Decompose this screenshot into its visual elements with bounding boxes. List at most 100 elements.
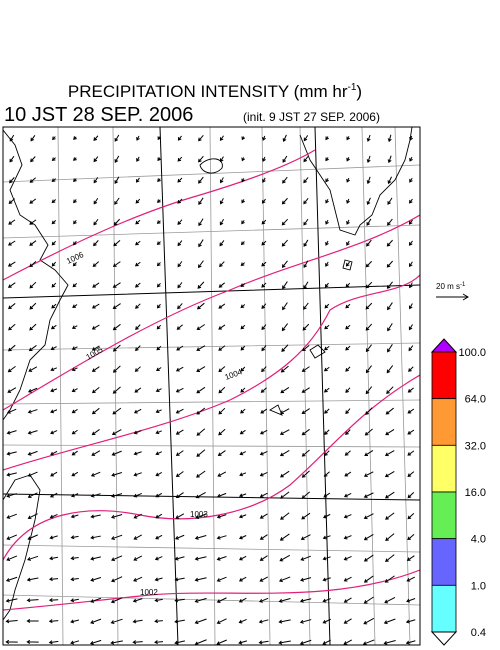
wind-arrow [156,303,161,309]
wind-arrow [9,134,15,142]
wind-arrow [299,639,312,645]
wind-arrow [302,323,310,331]
wind-arrow [219,177,224,184]
wind-arrow [177,219,183,225]
wind-arrow [387,218,393,226]
wind-arrow [240,345,246,351]
wind-arrow [51,261,57,267]
wind-arrow [157,136,162,141]
wind-arrow [363,554,374,562]
wind-arrow [48,640,59,645]
wind-arrow [261,366,267,373]
wind-arrow [407,450,415,456]
wind-arrow [73,157,77,161]
wind-arrow [405,619,416,624]
wind-arrow [8,198,16,205]
wind-arrow [71,471,79,477]
wind-arrow [134,282,141,288]
wind-arrow [27,555,39,561]
wind-arrow [135,303,141,309]
wind-arrow [407,429,415,435]
wind-arrow [113,240,121,247]
wind-arrow [26,577,39,582]
wind-arrow [49,535,58,540]
wind-arrow [91,366,100,372]
wind-arrow [345,282,351,288]
wind-arrow [135,198,141,204]
grid [3,127,420,645]
wind-arrow [133,534,142,540]
map: 1006 1005 1004 1003 1002 [2,126,421,646]
wind-arrow [407,387,414,393]
wind-arrow [325,198,329,204]
wind-arrow [196,324,205,331]
wind-arrow [92,261,100,267]
wind-arrow [408,345,414,352]
wind-arrow [324,429,330,435]
wind-arrow [90,556,101,561]
wind-arrow [91,303,100,309]
wind-arrow [240,387,246,393]
wind-arrow [408,366,414,372]
wind-arrow [135,345,141,352]
wind-arrow [90,493,101,498]
wind-arrow [133,493,142,498]
wind-arrow [175,471,184,478]
wind-arrow [323,366,330,372]
wind-arrow [343,492,352,498]
wind-arrow [261,198,266,204]
wind-arrow [408,219,413,225]
wind-arrow [177,303,183,310]
wind-arrow [195,491,206,499]
wind-arrow [345,366,351,372]
wind-arrow [239,555,247,561]
wind-arrow [133,555,143,561]
wind-arrow [72,261,77,267]
wind-arrow [72,304,78,308]
wind-arrow [261,261,267,267]
wind-arrow [363,596,374,604]
wind-arrow [241,136,246,141]
wind-arrow [70,514,79,519]
colorbar: 100.0 64.0 32.0 16.0 4.0 1.0 0.4 [430,338,486,646]
wind-arrow [71,429,78,435]
wind-arrow [262,135,266,141]
colorbar-over [430,338,458,353]
wind-arrow [282,302,288,311]
wind-arrow [259,492,268,498]
wind-arrow [91,429,100,436]
wind-arrow [49,556,59,561]
colorbar-label: 64.0 [465,394,486,406]
wind-arrow [241,178,246,183]
wind-arrow [238,618,247,624]
wind-arrow [134,261,141,267]
wind-arrow [409,156,413,162]
wind-arrow [30,135,36,142]
wind-arrow [52,136,56,141]
wind-arrow [9,177,15,184]
wind-arrow [259,451,268,456]
colorbar-label: 16.0 [465,487,486,499]
wind-arrow [174,640,186,645]
wind-arrow [280,491,290,499]
wind-arrow [408,240,413,246]
wind-arrow [385,407,394,415]
wind-arrow [323,387,330,393]
wind-arrow [239,472,247,477]
wind-arrow [301,449,310,457]
wind-arrow [156,220,161,224]
wind-arrow [324,282,329,288]
wind-arrow [280,365,289,373]
wind-arrow [157,157,161,162]
colorbar-label: 4.0 [471,534,486,546]
wind-arrow [91,324,100,330]
wind-arrow [216,639,227,645]
wind-arrow [175,492,184,498]
wind-arrow [299,619,312,624]
wind-arrow [174,556,185,561]
wind-legend: 20 m s-1 [436,282,469,301]
wind-arrow [114,155,120,163]
wind-arrow [112,386,121,394]
wind-arrow [385,533,395,541]
